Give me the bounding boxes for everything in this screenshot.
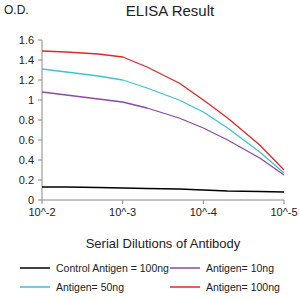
legend-label: Antigen= 100ng (206, 281, 280, 293)
series-line (42, 69, 284, 173)
x-tick (122, 200, 123, 204)
legend-item: Antigen= 10ng (170, 262, 274, 274)
y-tick (38, 200, 42, 201)
series-line (42, 187, 284, 192)
x-tick-label: 10^-3 (109, 206, 136, 218)
x-tick-label: 10^-2 (28, 206, 55, 218)
x-axis (42, 200, 284, 201)
legend-label: Antigen= 10ng (206, 262, 274, 274)
y-tick-label: 0 (28, 194, 34, 206)
y-tick (38, 80, 42, 81)
y-tick-label: 0.6 (19, 134, 34, 146)
y-tick (38, 40, 42, 41)
y-tick (38, 120, 42, 121)
title: ELISA Result (126, 2, 215, 19)
legend-swatch (20, 286, 50, 288)
y-tick (38, 140, 42, 141)
x-tick-label: 10^-4 (190, 206, 217, 218)
legend-swatch (170, 286, 200, 288)
x-tick (284, 200, 285, 204)
chart: ELISA Result O.D. Serial Dilutions of Anti… (0, 0, 300, 300)
x-tick (42, 200, 43, 204)
legend-swatch (20, 267, 50, 269)
y-tick-label: 1 (28, 94, 34, 106)
series-line (42, 92, 284, 175)
series-line (42, 51, 284, 170)
legend-item: Control Antigen = 100ng (20, 262, 169, 274)
y-tick (38, 160, 42, 161)
y-tick-label: 1.2 (19, 74, 34, 86)
y-tick (38, 180, 42, 181)
x-tick-label: 10^-5 (270, 206, 297, 218)
plot-area (42, 51, 284, 192)
y-tick-label: 1.4 (19, 54, 34, 66)
y-tick (38, 60, 42, 61)
legend-item: Antigen= 50ng (20, 281, 124, 293)
y-tick-label: 0.4 (19, 154, 34, 166)
legend-item: Antigen= 100ng (170, 281, 280, 293)
legend-swatch (170, 267, 200, 269)
y-tick-label: 0.8 (19, 114, 34, 126)
y-tick-label: 1.6 (19, 34, 34, 46)
y-tick-label: 0.2 (19, 174, 34, 186)
y-axis-label: O.D. (4, 3, 29, 17)
legend-label: Control Antigen = 100ng (56, 262, 169, 274)
x-axis-label: Serial Dilutions of Antibody (86, 236, 241, 251)
legend-label: Antigen= 50ng (56, 281, 124, 293)
x-tick (203, 200, 204, 204)
y-tick (38, 100, 42, 101)
